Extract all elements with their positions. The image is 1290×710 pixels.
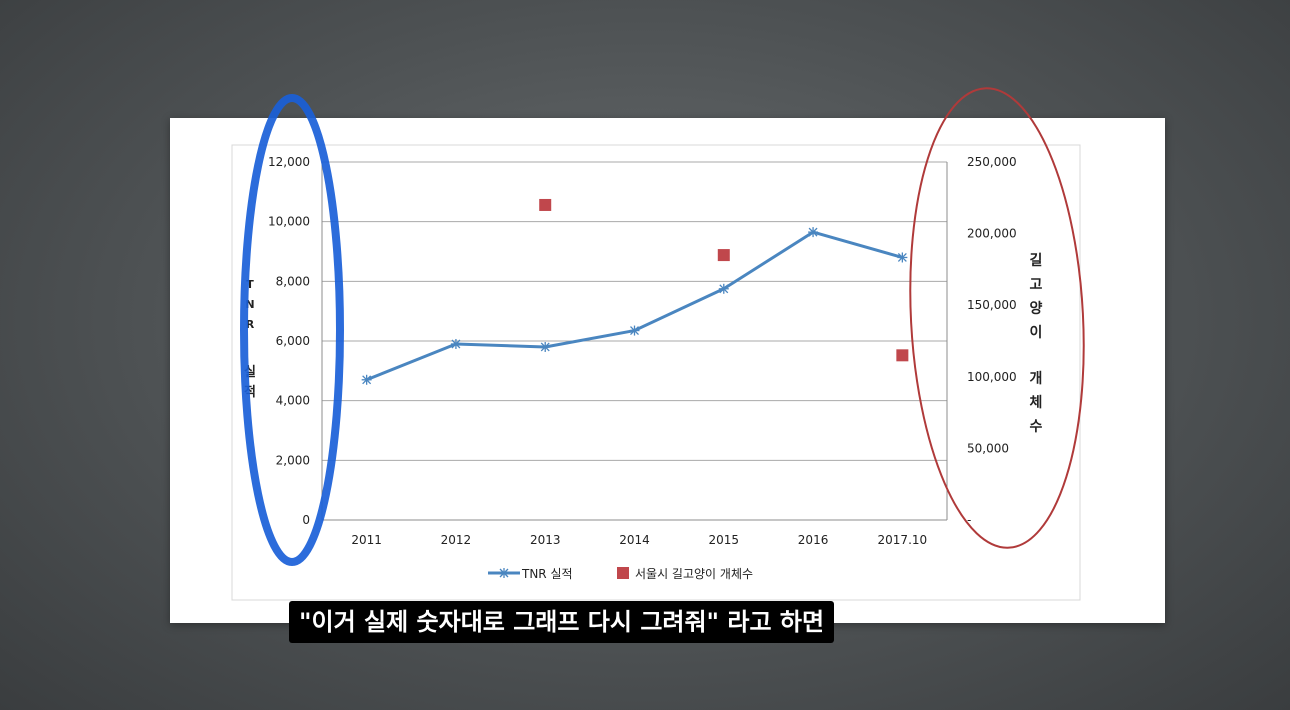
left-tick-label: 4,000 [276, 394, 310, 408]
legend-tnr-marker-stroke [499, 568, 509, 578]
right-axis-label-char: 체 [1030, 395, 1043, 411]
tnr-point-marker [718, 283, 729, 294]
left-tick-label: 2,000 [276, 453, 310, 467]
asterisk-stroke [897, 253, 907, 262]
tnr-point-marker [540, 341, 551, 352]
left-axis-label-char: T [246, 278, 254, 291]
tnr-point-marker [629, 325, 640, 336]
legend-tnr-label: TNR 실적 [521, 567, 573, 581]
x-tick-label: 2014 [619, 533, 650, 547]
gridlines [322, 161, 947, 461]
tnr-point-marker [361, 374, 372, 385]
x-tick-label: 2013 [530, 533, 561, 547]
left-tick-label: 6,000 [276, 334, 310, 348]
cat-population-point [539, 198, 552, 211]
chart-panel: 0 2,000 4,000 6,000 8,000 10,000 12,000 - 50,00… [170, 118, 1165, 623]
right-axis-label-char: 고 [1030, 277, 1043, 293]
asterisk-stroke [630, 326, 639, 336]
right-tick-label: 200,000 [967, 227, 1017, 241]
right-tick-label: 100,000 [967, 370, 1017, 384]
left-axis-label-char: 적 [244, 384, 256, 400]
right-tick-label: 250,000 [967, 155, 1017, 169]
asterisk-stroke [362, 375, 372, 385]
right-axis-label-char: 이 [1030, 324, 1043, 341]
left-axis-label-char: 실 [244, 364, 256, 380]
left-tick-label: 10,000 [268, 215, 310, 229]
subtitle-caption: "이거 실제 숫자대로 그래프 다시 그려줘" 라고 하면 [289, 601, 835, 643]
cat-population-point [896, 349, 909, 362]
right-tick-label: - [967, 513, 971, 527]
x-tick-label: 2015 [709, 533, 740, 547]
x-tick-label: 2017.10 [878, 533, 928, 547]
right-tick-label: 150,000 [967, 298, 1017, 312]
right-axis-label-char: 길 [1030, 253, 1043, 269]
legend-cat-swatch [617, 567, 629, 579]
asterisk-stroke [719, 284, 729, 294]
right-axis-label-char: 수 [1030, 419, 1043, 435]
x-tick-label: 2011 [351, 533, 382, 547]
series [361, 198, 909, 385]
cat-population-point [717, 249, 730, 262]
right-tick-label: 50,000 [967, 441, 1009, 455]
asterisk-stroke [451, 339, 461, 349]
left-tick-label: 8,000 [276, 274, 310, 288]
left-tick-label: 0 [302, 513, 310, 527]
right-axis-label-char: 개 [1030, 371, 1043, 387]
asterisk-stroke [808, 227, 818, 237]
tnr-point-marker [808, 227, 819, 238]
dual-axis-chart: 0 2,000 4,000 6,000 8,000 10,000 12,000 - 50,00… [231, 144, 1081, 601]
left-axis-label-char: N [245, 298, 254, 311]
chart-frame [231, 144, 1081, 601]
asterisk-stroke [540, 342, 550, 352]
tnr-point-marker [450, 338, 461, 349]
tnr-point-marker [897, 252, 908, 263]
left-tick-label: 12,000 [268, 155, 310, 169]
legend: TNR 실적 서울시 길고양이 개체수 [488, 567, 753, 581]
right-axis-label-char: 양 [1030, 301, 1043, 317]
x-tick-label: 2016 [798, 533, 829, 547]
left-axis-label-char: R [246, 318, 255, 331]
x-tick-label: 2012 [441, 533, 472, 547]
legend-cat-label: 서울시 길고양이 개체수 [635, 567, 753, 581]
